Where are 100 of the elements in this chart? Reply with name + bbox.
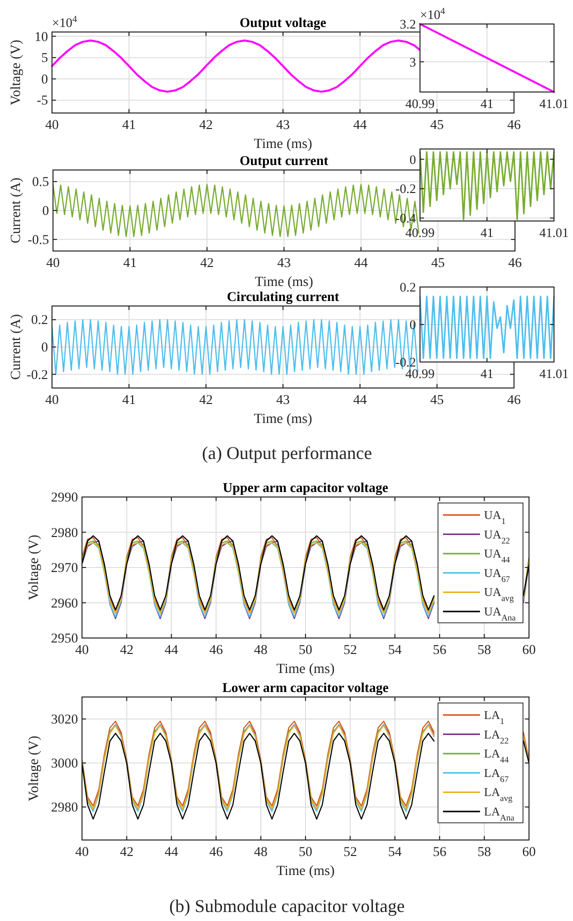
x-tick-label: 41.01 <box>539 225 569 240</box>
series-label: LA$_{22}$ <box>484 727 509 746</box>
x-tick-label: 42 <box>199 392 213 407</box>
legend-label: UA$_{44}$ <box>484 546 511 565</box>
text: ×10$^{4}$ <box>52 15 78 30</box>
x-tick-label: 42 <box>120 642 134 657</box>
y-tick-label: -0.2 <box>395 181 416 196</box>
x-tick-label: 45 <box>430 392 444 407</box>
y-tick-label: 5 <box>41 50 48 66</box>
legend-label: UA$_{Ana}$ <box>484 604 516 622</box>
y-tick-label: 0 <box>41 340 48 354</box>
x-tick-label: 40.99 <box>405 225 435 240</box>
x-tick-label: 50 <box>298 844 312 859</box>
y-tick-label: 0.5 <box>32 174 50 190</box>
y-tick-label: 0.2 <box>31 312 48 328</box>
x-tick-label: 45 <box>430 117 444 132</box>
x-tick-label: 54 <box>388 844 402 859</box>
x-axis-title: Time (ms) <box>276 662 335 677</box>
x-tick-label: 42 <box>200 255 214 270</box>
x-tick-label: 41 <box>123 255 137 270</box>
legend-label: LA$_{avg}$ <box>484 785 514 804</box>
legend-label: LA$_{67}$ <box>484 766 510 784</box>
x-tick-label: 46 <box>209 642 224 657</box>
x-tick-label: 46 <box>507 117 521 132</box>
x-tick-label: 48 <box>254 844 268 859</box>
x-axis-title: Time (ms) <box>254 275 314 290</box>
line-series <box>419 296 555 359</box>
chart-title: Circulating current <box>226 289 340 304</box>
x-tick-label: 46 <box>209 844 224 859</box>
y-axis-title: Voltage (V) <box>27 534 42 600</box>
y-tick-label: -0.2 <box>26 366 48 382</box>
y-tick-label: 3.2 <box>400 16 416 32</box>
chart-title: Output voltage <box>240 15 326 30</box>
y-tick-label: -5 <box>36 92 48 108</box>
y-tick-label: 0 <box>410 152 416 167</box>
x-tick-label: 60 <box>522 642 536 657</box>
x-tick-label: 44 <box>164 844 178 859</box>
legend-label: UA$_{1}$ <box>484 508 506 526</box>
x-tick-label: 52 <box>343 642 357 657</box>
x-tick-label: 41 <box>122 392 136 407</box>
text: (b) Submodule capacitor voltage <box>169 896 405 916</box>
y-tick-label: 3000 <box>51 756 78 770</box>
y-tick-label: 2970 <box>51 560 78 575</box>
chart-title: Lower arm capacitor voltage <box>222 680 389 695</box>
x-tick-label: 46 <box>507 392 521 407</box>
x-tick-label: 41 <box>480 225 494 240</box>
legend-label: UA$_{67}$ <box>484 566 511 584</box>
y-tick-label: 0 <box>42 203 50 218</box>
y-tick-label: 2960 <box>51 595 78 610</box>
legend-label: UA$_{avg}$ <box>484 585 514 604</box>
line-series <box>419 151 555 220</box>
x-tick-label: 50 <box>298 642 312 657</box>
y-tick-label: 10 <box>34 28 48 44</box>
y-tick-label: 2990 <box>51 490 78 504</box>
x-tick-label: 43 <box>276 392 290 407</box>
x-tick-label: 40.99 <box>405 96 435 111</box>
legend-label: LA$_{1}$ <box>484 708 504 726</box>
x-tick-label: 52 <box>343 844 357 859</box>
chart-title: Output current <box>240 153 329 168</box>
y-axis-title: Voltage (V) <box>27 735 42 802</box>
y-axis-title: Current (A) <box>9 314 24 380</box>
y-tick-label: 3 <box>410 54 416 70</box>
x-tick-label: 44 <box>353 117 367 132</box>
x-tick-label: 40 <box>75 844 89 859</box>
y-tick-label: 0 <box>41 71 48 86</box>
x-axis-title: Time (ms) <box>254 412 312 427</box>
text: (a) Output performance <box>202 443 372 463</box>
text: ×10$^{4}$ <box>420 7 446 22</box>
x-tick-label: 41 <box>480 96 494 111</box>
x-tick-label: 54 <box>388 642 402 657</box>
x-tick-label: 41 <box>122 117 136 132</box>
x-tick-label: 44 <box>164 642 178 657</box>
x-tick-label: 43 <box>277 255 291 270</box>
y-tick-label: 2980 <box>51 800 78 814</box>
x-tick-label: 40 <box>46 255 60 270</box>
y-tick-label: 3020 <box>51 712 78 726</box>
x-tick-label: 41 <box>480 366 494 381</box>
x-tick-label: 43 <box>276 117 290 132</box>
legend-label: UA$_{22}$ <box>484 527 510 546</box>
x-tick-label: 58 <box>478 844 492 859</box>
x-tick-label: 40 <box>45 392 59 407</box>
x-axis-title: Time (ms) <box>254 137 312 152</box>
x-tick-label: 40 <box>45 117 59 132</box>
y-tick-label: 0.2 <box>400 280 416 294</box>
x-tick-label: 56 <box>432 642 447 657</box>
x-tick-label: 44 <box>353 392 367 407</box>
y-tick-label: 2980 <box>51 524 78 540</box>
legend-label: LA$_{44}$ <box>484 746 510 765</box>
y-axis-title: Voltage (V) <box>9 39 24 106</box>
chart-title: Upper arm capacitor voltage <box>222 480 388 495</box>
x-tick-label: 42 <box>199 117 213 132</box>
x-tick-label: 44 <box>354 255 368 270</box>
x-tick-label: 42 <box>120 844 134 859</box>
x-tick-label: 45 <box>431 255 445 270</box>
legend-label: LA$_{Ana}$ <box>484 804 515 822</box>
x-tick-label: 41.01 <box>539 366 569 381</box>
y-axis-title: Current (A) <box>9 177 24 244</box>
x-tick-label: 41.01 <box>539 96 569 111</box>
x-tick-label: 60 <box>522 844 536 859</box>
y-tick-label: -0.5 <box>28 232 50 247</box>
